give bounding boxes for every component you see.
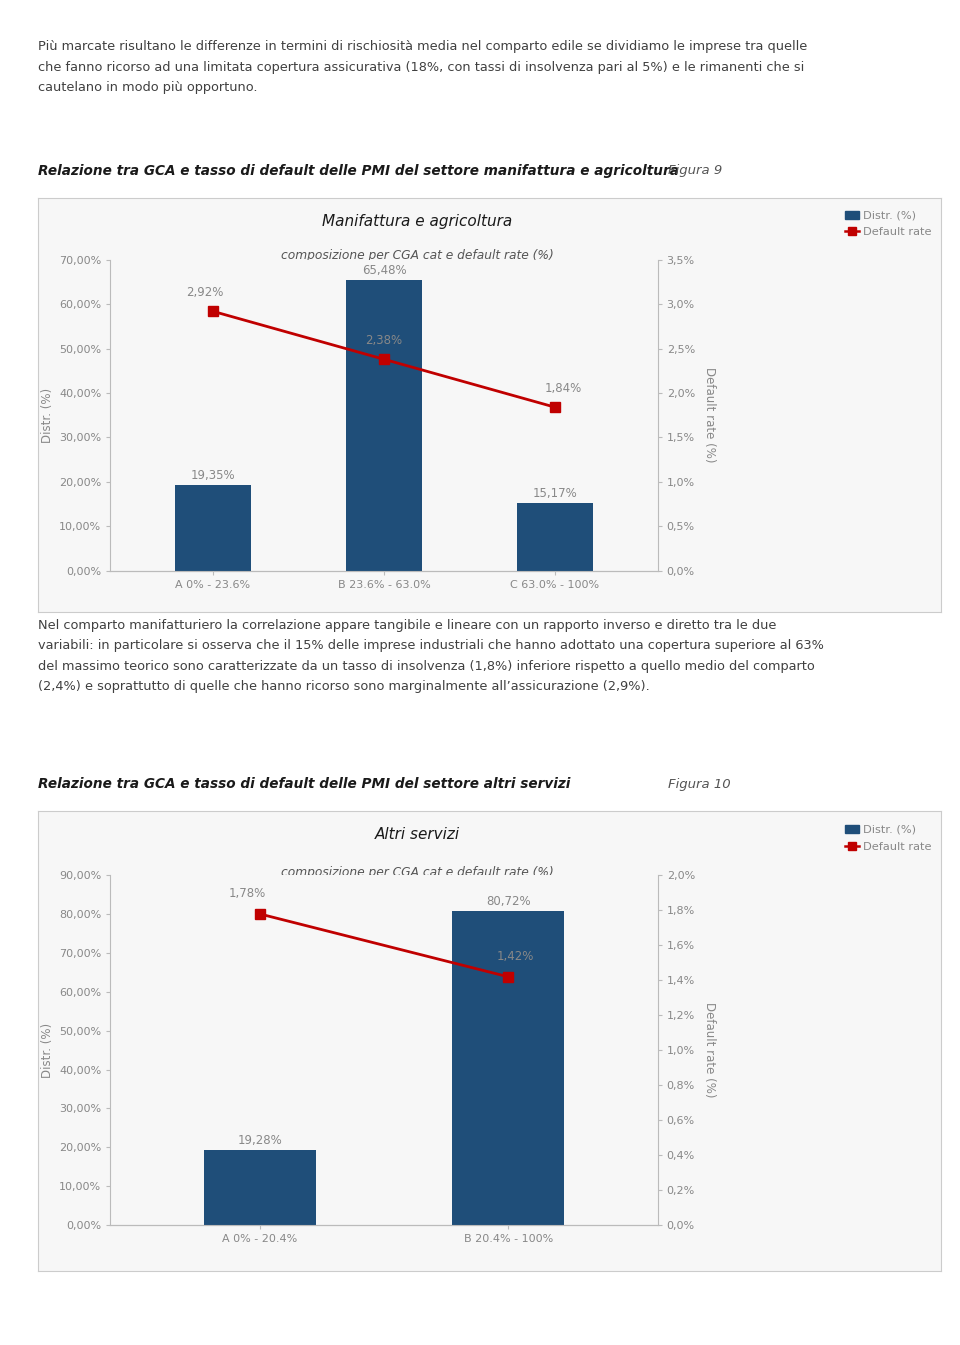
Text: 1,84%: 1,84% [545,382,582,395]
Text: composizione per CGA cat e default rate (%): composizione per CGA cat e default rate … [281,866,554,880]
Text: Figura 10: Figura 10 [668,777,731,791]
Y-axis label: Default rate (%): Default rate (%) [704,367,716,463]
Text: Figura 9: Figura 9 [668,164,723,178]
Text: Più marcate risultano le differenze in termini di rischiosità media nel comparto: Più marcate risultano le differenze in t… [38,40,807,94]
Text: composizione per CGA cat e default rate (%): composizione per CGA cat e default rate … [281,250,554,262]
Text: 19,35%: 19,35% [191,468,235,482]
Text: Relazione tra GCA e tasso di default delle PMI del settore altri servizi: Relazione tra GCA e tasso di default del… [38,777,571,791]
Y-axis label: Default rate (%): Default rate (%) [704,1002,716,1098]
Text: 80,72%: 80,72% [486,896,531,908]
Legend: Distr. (%), Default rate: Distr. (%), Default rate [840,820,936,857]
Text: 11: 11 [924,1305,946,1321]
Text: Relazione tra GCA e tasso di default delle PMI del settore manifattura e agricol: Relazione tra GCA e tasso di default del… [38,164,680,178]
Text: 65,48%: 65,48% [362,264,406,277]
Bar [175,484,252,570]
Text: Altri servizi: Altri servizi [374,827,460,842]
Text: 1,78%: 1,78% [228,886,266,900]
Y-axis label: Distr. (%): Distr. (%) [40,1022,54,1077]
Bar [452,912,564,1225]
Y-axis label: Distr. (%): Distr. (%) [40,387,54,443]
Legend: Distr. (%), Default rate: Distr. (%), Default rate [840,206,936,242]
Text: 2,38%: 2,38% [366,334,402,347]
Bar [204,1150,316,1225]
Text: 2,92%: 2,92% [186,286,223,299]
Text: 1,42%: 1,42% [497,950,535,963]
Bar [516,503,593,570]
Text: 19,28%: 19,28% [237,1134,282,1147]
Text: 15,17%: 15,17% [533,487,577,500]
Bar [346,280,422,570]
Text: Manifattura e agricoltura: Manifattura e agricoltura [323,214,513,229]
Text: Nel comparto manifatturiero la correlazione appare tangibile e lineare con un ra: Nel comparto manifatturiero la correlazi… [38,619,825,693]
